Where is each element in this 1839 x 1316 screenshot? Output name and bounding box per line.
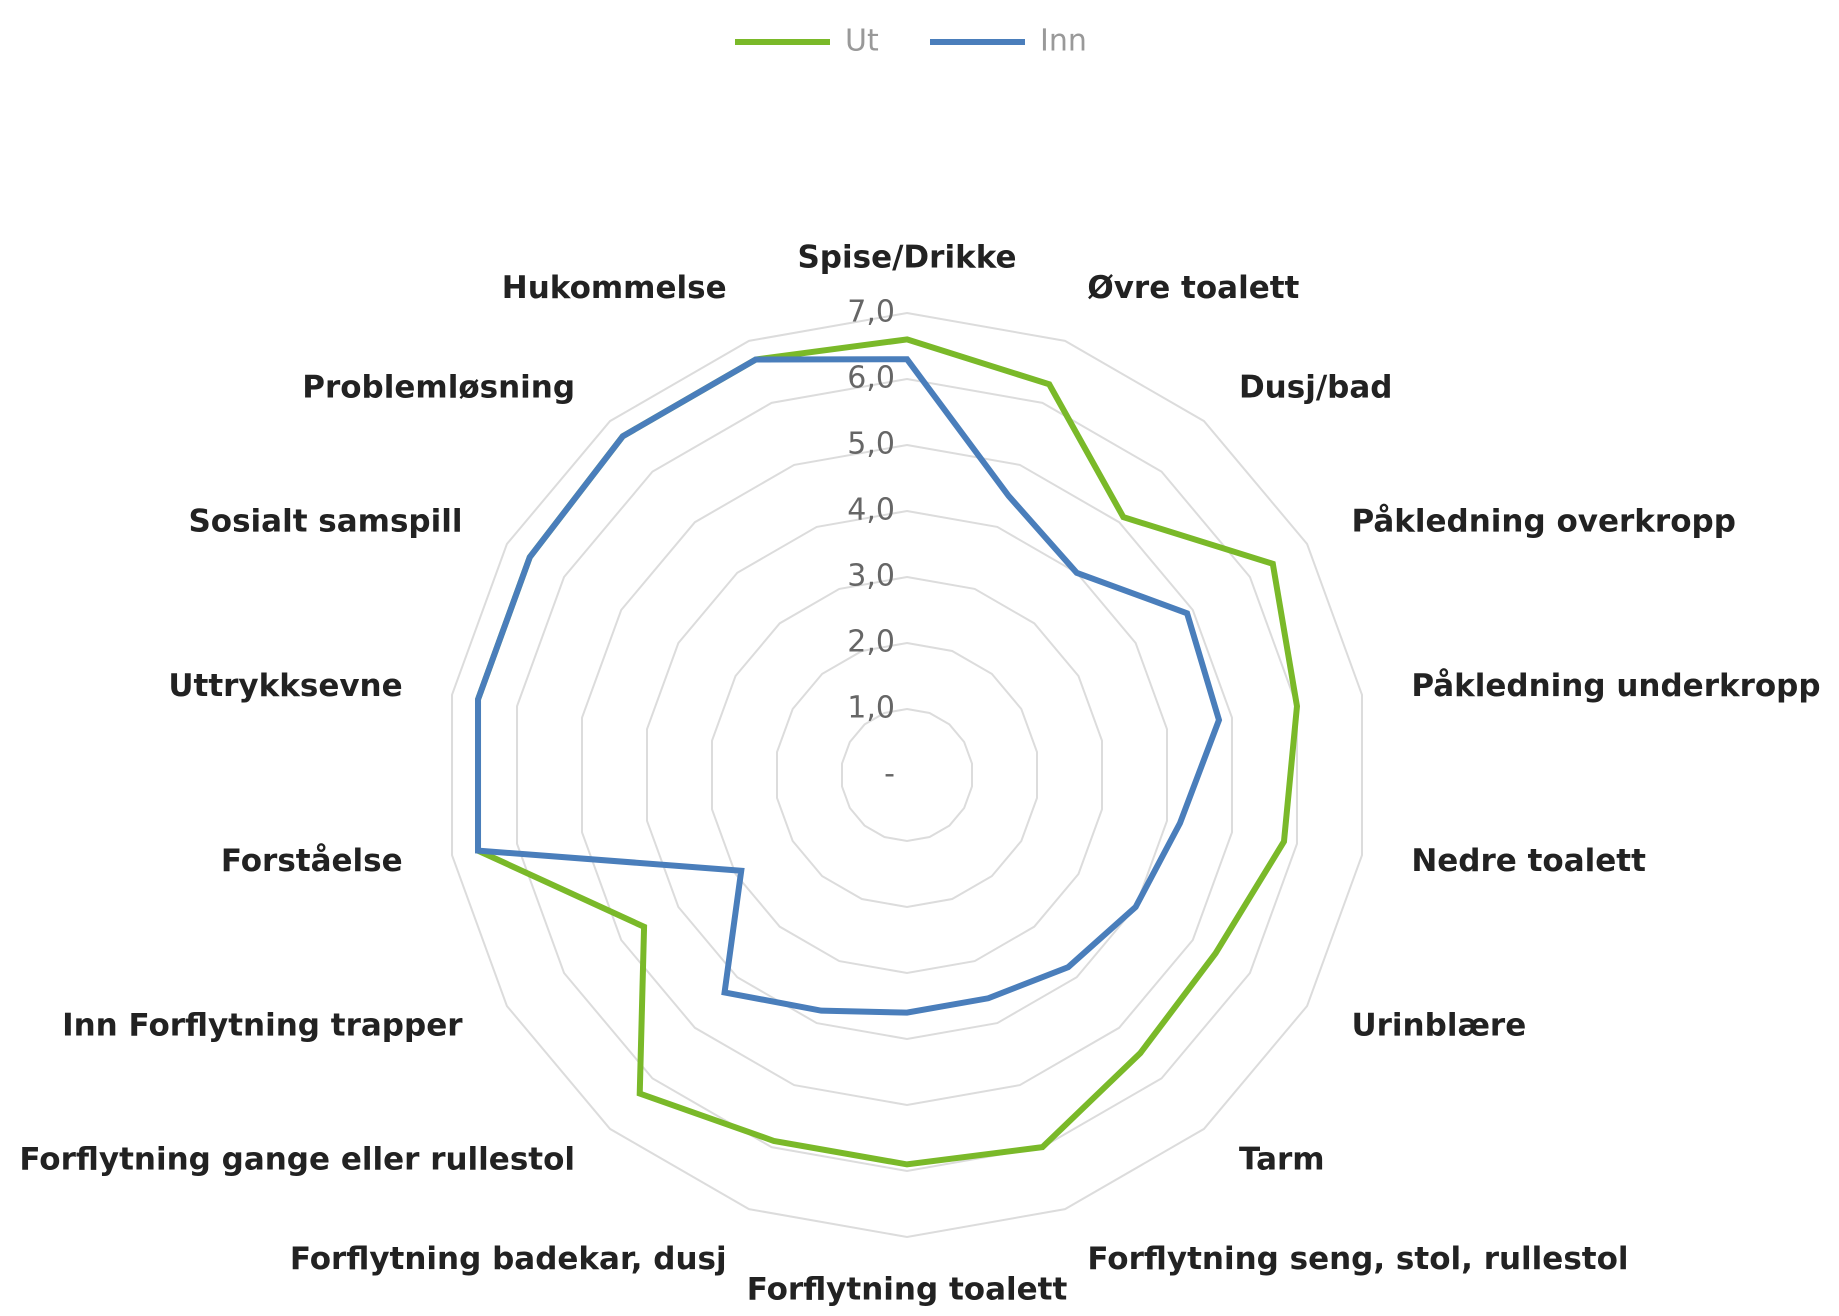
tick-label: -	[884, 757, 895, 792]
legend-label: Inn	[1040, 24, 1087, 59]
category-label: Forflytning gange eller rullestol	[19, 1142, 575, 1178]
legend-label: Ut	[845, 24, 879, 59]
tick-label: 4,0	[847, 493, 895, 528]
tick-label: 7,0	[847, 295, 895, 330]
category-label: Urinblære	[1351, 1008, 1526, 1044]
category-label: Nedre toalett	[1411, 843, 1646, 879]
tick-label: 1,0	[847, 691, 895, 726]
grid-ring	[516, 377, 1298, 1173]
tick-label: 6,0	[847, 361, 895, 396]
tick-label: 5,0	[847, 427, 895, 462]
grid-ring	[776, 641, 1038, 909]
category-label: Spise/Drikke	[797, 240, 1016, 276]
category-label: Dusj/bad	[1239, 369, 1393, 405]
category-label: Forflytning seng, stol, rullestol	[1087, 1241, 1628, 1277]
category-label: Påkledning overkropp	[1351, 504, 1735, 540]
category-label: Forflytning badekar, dusj	[290, 1241, 727, 1277]
series-line	[475, 356, 1223, 1016]
category-label: Uttrykksevne	[168, 668, 402, 704]
category-label: Forståelse	[221, 843, 403, 879]
grid-ring	[581, 443, 1233, 1107]
grid-ring	[711, 575, 1103, 975]
grid-ring	[841, 707, 973, 843]
category-label: Tarm	[1239, 1142, 1325, 1178]
grid-ring	[451, 311, 1363, 1239]
tick-label: 2,0	[847, 625, 895, 660]
grid-ring	[646, 509, 1168, 1041]
category-label: Påkledning underkropp	[1411, 668, 1820, 704]
tick-label: 3,0	[847, 559, 895, 594]
category-label: Øvre toalett	[1087, 270, 1299, 306]
category-label: Forflytning toalett	[747, 1272, 1068, 1308]
category-label: Hukommelse	[502, 270, 727, 306]
category-label: Inn Forflytning trapper	[62, 1008, 463, 1044]
category-label: Problemløsning	[302, 369, 575, 405]
category-label: Sosialt samspill	[188, 504, 462, 540]
